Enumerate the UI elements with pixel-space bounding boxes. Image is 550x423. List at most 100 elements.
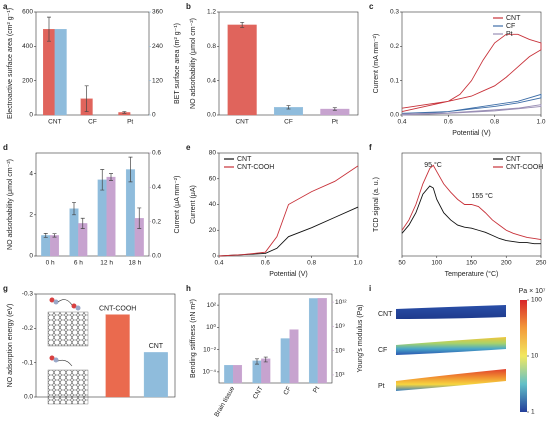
y-axis-label: Bending stiffness (nN m²) (190, 299, 197, 378)
plot-frame (401, 11, 542, 116)
y2-tick-label: 10⁶ (335, 347, 345, 354)
error-bar (84, 85, 89, 112)
y2-tick-label: 0.4 (152, 184, 161, 191)
legend-label: CNT-COOH (237, 164, 274, 171)
y-tick-label: 0.0 (207, 112, 216, 119)
x-axis-label: Potential (V) (452, 130, 491, 137)
y-tick-label: 0.1 (390, 77, 399, 84)
y-axis-label: Current (μA) (190, 185, 197, 224)
row-label: CNT (378, 311, 393, 318)
error-bar (240, 21, 245, 28)
x-tick-label: CF (88, 119, 97, 126)
annotation: 155 °C (472, 192, 493, 200)
colorbar-tick-label: 100 (531, 297, 542, 304)
bar (105, 314, 130, 398)
x-axis-label: Temperature (°C) (445, 270, 499, 278)
illustration (47, 297, 89, 405)
y-tick-label: 0 (212, 253, 216, 260)
x-tick-label: CNT (235, 119, 248, 126)
line (218, 165, 359, 257)
y-tick-label: 20 (209, 227, 217, 234)
x-tick-label: 100 (431, 260, 442, 267)
x-tick-label: 18 h (129, 260, 142, 267)
y-axis-label: NO adsorption energy (eV) (7, 304, 14, 388)
error-bar (71, 202, 76, 216)
row-label: CF (378, 347, 387, 354)
y2-tick-label: 0.2 (152, 218, 161, 225)
x-tick-label: 0.4 (214, 260, 223, 267)
error-bar (332, 107, 337, 111)
bar (43, 29, 55, 116)
x-tick-label: 1.0 (536, 119, 545, 126)
x-tick-label: Pt (312, 385, 321, 394)
error-bar (286, 105, 291, 110)
x-tick-label: Pt (332, 119, 338, 126)
row-label: Pt (378, 383, 385, 390)
legend-label: CNT (506, 15, 521, 22)
bar (54, 29, 67, 116)
beam (396, 337, 506, 355)
bar (227, 24, 257, 116)
colorbar-tick-label: 10 (531, 353, 539, 360)
bar (308, 298, 319, 384)
y-tick-label: 0.4 (207, 77, 216, 84)
x-tick-label: CNT (48, 119, 61, 126)
x-tick-label: 150 (466, 260, 477, 267)
error-bar (109, 173, 114, 181)
y-axis-label: Electroactive surface area (cm² g⁻¹) (7, 8, 14, 119)
panel-label: d (3, 143, 8, 152)
line (401, 185, 541, 245)
bar (317, 298, 327, 384)
y-tick-label: 10⁰ (206, 323, 216, 331)
y-tick-label: 0.8 (207, 43, 216, 50)
error-bar (43, 232, 48, 238)
y-tick-label: 1.2 (207, 9, 216, 16)
x-tick-label: 250 (536, 260, 547, 267)
error-bar (52, 233, 57, 238)
colorbar-tick-label: 1 (531, 409, 535, 416)
y2-tick-label: 10¹² (335, 299, 347, 306)
x-tick-label: 0.6 (444, 119, 453, 126)
y-tick-label: 0.3 (390, 9, 399, 16)
x-tick-label: 0.4 (397, 119, 406, 126)
x-tick-label: 50 (398, 260, 406, 267)
colorbar (520, 300, 527, 412)
y2-tick-label: 240 (152, 43, 163, 50)
y-tick-label: 200 (22, 77, 33, 84)
line (401, 33, 542, 113)
y-axis-label: TCD signal (a. u.) (373, 177, 380, 232)
x-tick-label: 0 h (46, 260, 55, 267)
y-tick-label: 0 (29, 112, 33, 119)
y-tick-label: 600 (22, 9, 33, 16)
error-bar (100, 169, 105, 191)
x-tick-label: CF (284, 119, 293, 126)
x-tick-label: CNT (252, 385, 265, 400)
y2-axis-label: Current (μA mm⁻²) (174, 176, 181, 234)
line (218, 206, 359, 257)
bar (261, 358, 271, 384)
legend-label: CNT-COOH (506, 164, 543, 171)
y-tick-label: 10⁻² (203, 346, 217, 353)
x-tick-label: Brain tissue (213, 385, 236, 418)
panel-label: f (369, 143, 372, 152)
bar (224, 365, 234, 384)
x-tick-label: 0.6 (261, 260, 270, 267)
error-bar (128, 156, 133, 183)
legend-label: CNT (506, 156, 521, 163)
y2-tick-label: 10⁹ (335, 323, 345, 330)
plot-frame (218, 293, 333, 384)
y-tick-label: 0 (29, 253, 33, 260)
y-tick-label: 4 (29, 170, 33, 177)
y2-axis-label: BET surface area (m² g⁻¹) (174, 23, 181, 104)
y2-tick-label: 0.0 (152, 253, 161, 260)
y-axis-label: Current (mA mm⁻²) (373, 34, 380, 94)
panel-label: e (186, 143, 191, 152)
colorbar-label: Pa × 10⁷ (519, 288, 546, 295)
y-tick-label: 80 (209, 150, 217, 157)
beam (396, 369, 506, 391)
bar-label: CNT (149, 343, 164, 350)
bar (106, 176, 116, 257)
bar (97, 179, 107, 257)
beam (396, 305, 506, 319)
